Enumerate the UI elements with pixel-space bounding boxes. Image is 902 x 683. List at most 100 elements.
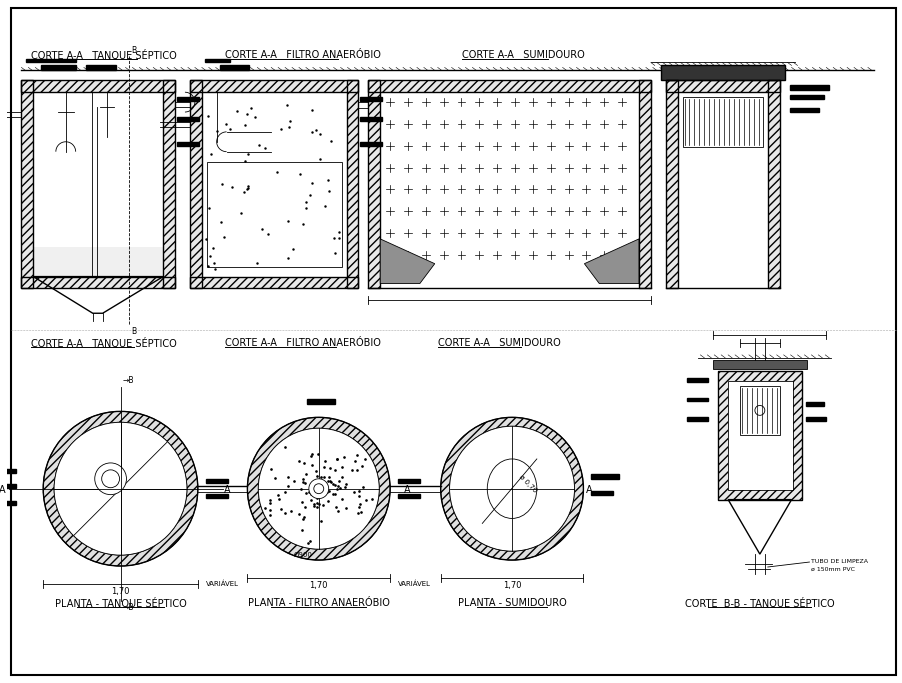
Text: A: A bbox=[0, 485, 5, 494]
Bar bbox=[190, 81, 358, 92]
Bar bbox=[177, 97, 198, 101]
Bar bbox=[718, 371, 803, 499]
Bar bbox=[206, 494, 227, 498]
Text: B: B bbox=[131, 46, 136, 55]
Bar bbox=[686, 398, 708, 402]
Bar bbox=[686, 378, 708, 382]
Text: CORTE A-A   FILTRO ANAERÓBIO: CORTE A-A FILTRO ANAERÓBIO bbox=[225, 50, 381, 59]
Bar bbox=[361, 97, 382, 101]
Text: ø 150mm PVC: ø 150mm PVC bbox=[812, 567, 855, 572]
Circle shape bbox=[95, 463, 126, 494]
Bar bbox=[718, 371, 803, 499]
Bar bbox=[661, 66, 785, 81]
Bar bbox=[0, 469, 16, 473]
Bar bbox=[713, 360, 807, 369]
Bar bbox=[26, 59, 76, 62]
Bar bbox=[0, 501, 16, 505]
Bar bbox=[163, 81, 175, 288]
Bar bbox=[789, 95, 824, 99]
Bar bbox=[806, 402, 824, 406]
Bar bbox=[190, 81, 202, 288]
Bar bbox=[361, 142, 382, 145]
Bar bbox=[639, 81, 651, 288]
Bar bbox=[206, 479, 227, 483]
Text: VARIÁVEL: VARIÁVEL bbox=[207, 581, 239, 587]
Bar bbox=[190, 277, 358, 288]
Bar bbox=[768, 81, 779, 288]
Bar bbox=[592, 490, 613, 494]
Bar bbox=[22, 81, 175, 92]
Bar bbox=[666, 81, 677, 288]
Bar bbox=[361, 117, 382, 121]
Bar bbox=[368, 81, 381, 288]
Bar bbox=[190, 81, 358, 92]
Text: CORTE A-A   TANQUE SÉPTICO: CORTE A-A TANQUE SÉPTICO bbox=[32, 338, 177, 349]
Text: CORTE A-A   SUMIDOURO: CORTE A-A SUMIDOURO bbox=[437, 338, 560, 348]
Polygon shape bbox=[381, 239, 435, 283]
Bar bbox=[368, 81, 381, 288]
Text: A: A bbox=[586, 485, 593, 494]
Text: VARIÁVEL: VARIÁVEL bbox=[399, 581, 431, 587]
Bar bbox=[639, 81, 651, 288]
Text: TUBO DE LIMPEZA: TUBO DE LIMPEZA bbox=[812, 559, 869, 564]
Text: 1,70: 1,70 bbox=[502, 581, 521, 590]
Bar bbox=[205, 59, 229, 62]
Bar bbox=[86, 66, 115, 70]
Wedge shape bbox=[247, 417, 391, 560]
Text: 1,70: 1,70 bbox=[111, 587, 130, 596]
Text: A: A bbox=[224, 485, 230, 494]
Bar bbox=[177, 117, 198, 121]
Bar bbox=[177, 142, 198, 145]
Bar bbox=[666, 81, 677, 288]
Bar bbox=[220, 66, 249, 70]
Circle shape bbox=[308, 479, 328, 499]
Bar bbox=[0, 484, 16, 488]
Bar bbox=[740, 386, 779, 435]
Bar bbox=[22, 81, 33, 288]
Bar bbox=[33, 247, 163, 277]
Bar bbox=[41, 66, 76, 70]
Text: CORTE A-A   SUMIDOURO: CORTE A-A SUMIDOURO bbox=[463, 50, 585, 59]
Wedge shape bbox=[43, 411, 198, 566]
Bar bbox=[806, 417, 826, 421]
Bar bbox=[398, 479, 419, 483]
Bar bbox=[592, 474, 619, 479]
Bar bbox=[789, 108, 819, 112]
Bar bbox=[22, 81, 175, 92]
Bar bbox=[728, 380, 793, 490]
Text: CORTE  B-B - TANQUE SÉPTICO: CORTE B-B - TANQUE SÉPTICO bbox=[685, 598, 834, 609]
Text: 1,70: 1,70 bbox=[309, 581, 328, 590]
Bar bbox=[666, 81, 779, 92]
Bar bbox=[346, 81, 358, 288]
Text: PLANTA - TANQUE SÉPTICO: PLANTA - TANQUE SÉPTICO bbox=[55, 598, 187, 609]
Bar bbox=[22, 277, 175, 288]
Bar bbox=[368, 81, 651, 92]
Circle shape bbox=[258, 428, 379, 549]
Bar bbox=[190, 81, 202, 288]
Bar bbox=[398, 494, 419, 498]
Bar bbox=[22, 277, 175, 288]
Text: CORTE A-A   FILTRO ANAERÓBIO: CORTE A-A FILTRO ANAERÓBIO bbox=[225, 338, 381, 348]
Text: →B: →B bbox=[123, 602, 134, 612]
Text: ø 0,70: ø 0,70 bbox=[518, 474, 538, 494]
Bar bbox=[207, 162, 342, 266]
Text: →B: →B bbox=[123, 376, 134, 385]
Bar bbox=[768, 81, 779, 288]
Bar bbox=[686, 417, 708, 421]
Bar bbox=[368, 81, 651, 92]
Circle shape bbox=[449, 426, 575, 551]
Polygon shape bbox=[584, 239, 639, 283]
Bar bbox=[190, 277, 358, 288]
Bar bbox=[666, 81, 779, 92]
Bar bbox=[789, 85, 829, 90]
Text: CORTE A-A   TANQUE SÉPTICO: CORTE A-A TANQUE SÉPTICO bbox=[32, 50, 177, 61]
Text: PLANTA - FILTRO ANAERÓBIO: PLANTA - FILTRO ANAERÓBIO bbox=[248, 598, 390, 608]
Circle shape bbox=[54, 422, 187, 555]
Text: PLANTA - SUMIDOURO: PLANTA - SUMIDOURO bbox=[457, 598, 566, 608]
Bar bbox=[728, 380, 793, 490]
Text: B: B bbox=[131, 327, 136, 336]
Bar bbox=[307, 400, 335, 404]
Bar bbox=[346, 81, 358, 288]
Text: A: A bbox=[404, 485, 411, 494]
Bar bbox=[22, 81, 33, 288]
